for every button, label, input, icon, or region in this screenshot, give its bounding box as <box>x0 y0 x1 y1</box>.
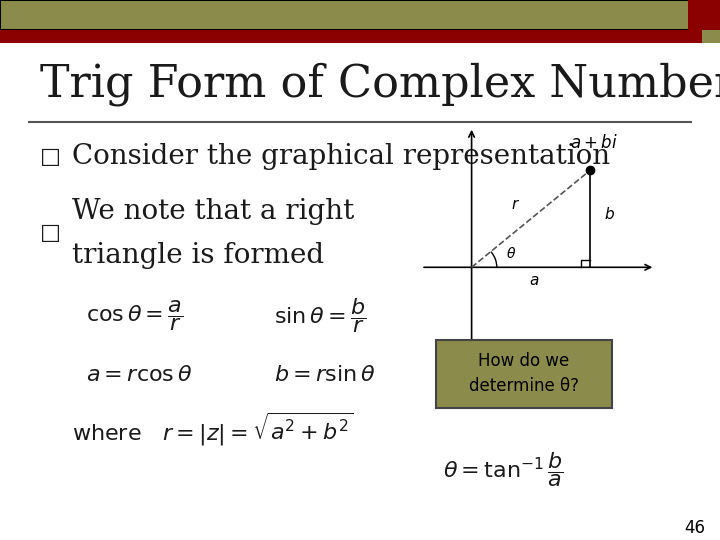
Bar <box>702 30 720 43</box>
Bar <box>688 0 720 30</box>
Text: $\theta = \tan^{-1}\dfrac{b}{a}$: $\theta = \tan^{-1}\dfrac{b}{a}$ <box>443 450 564 489</box>
FancyBboxPatch shape <box>436 340 612 408</box>
Bar <box>0 0 720 30</box>
Bar <box>0 30 720 43</box>
Text: where $\ \ r = |z| = \sqrt{a^2 + b^2}$: where $\ \ r = |z| = \sqrt{a^2 + b^2}$ <box>72 410 354 448</box>
Text: $r$: $r$ <box>510 197 520 212</box>
Text: $\sin\theta = \dfrac{b}{r}$: $\sin\theta = \dfrac{b}{r}$ <box>274 296 366 335</box>
Text: We note that a right
triangle is formed: We note that a right triangle is formed <box>72 198 354 269</box>
Text: 46: 46 <box>684 519 706 537</box>
Text: □: □ <box>40 223 60 244</box>
Text: $a + b\mathit{i}$: $a + b\mathit{i}$ <box>570 134 618 152</box>
Text: $\cos\theta = \dfrac{a}{r}$: $\cos\theta = \dfrac{a}{r}$ <box>86 299 184 333</box>
Text: $a$: $a$ <box>529 273 540 288</box>
Text: Trig Form of Complex Number: Trig Form of Complex Number <box>40 62 720 105</box>
Text: $b$: $b$ <box>603 206 615 222</box>
Text: $\theta$: $\theta$ <box>506 246 516 261</box>
Text: □: □ <box>40 146 60 167</box>
Text: Consider the graphical representation: Consider the graphical representation <box>72 143 610 170</box>
Text: How do we
determine θ?: How do we determine θ? <box>469 353 579 395</box>
Text: $a = r\cos\theta$: $a = r\cos\theta$ <box>86 365 193 386</box>
Text: $b = r\sin\theta$: $b = r\sin\theta$ <box>274 365 375 386</box>
